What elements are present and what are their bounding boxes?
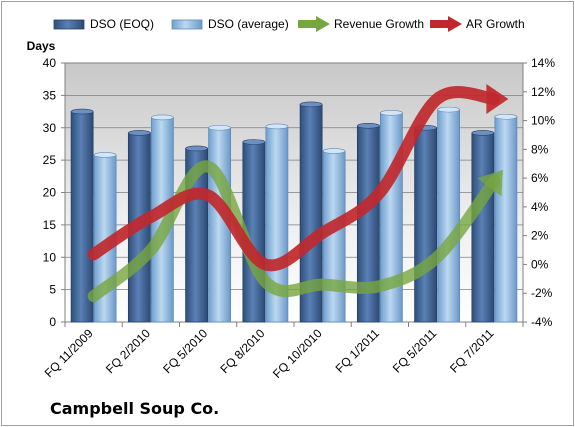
y2-tick-label: 6% (531, 171, 549, 185)
y-tick-label: 5 (49, 283, 56, 297)
bar-top-dso-eoq (471, 130, 495, 136)
y2-tick-label: 4% (531, 200, 549, 214)
y-axis-title: Days (27, 39, 56, 53)
bar-dso-eoq (471, 132, 495, 323)
x-tick-label: FQ 11/2009 (42, 326, 96, 380)
x-tick-label: FQ 8/2010 (218, 326, 268, 376)
arrowhead-ar-growth (486, 83, 509, 114)
bar-top-dso-average (437, 106, 460, 113)
bar-top-dso-eoq (242, 139, 266, 145)
bar-dso-eoq (70, 111, 94, 323)
bar-top-dso-eoq (185, 145, 208, 152)
y2-tick-label: 8% (531, 142, 549, 156)
bar-top-dso-average (208, 124, 231, 131)
bar-top-dso-average (93, 152, 117, 158)
bar-top-dso-average (151, 114, 174, 121)
bar-dso-average (437, 109, 461, 323)
y-tick-label: 35 (43, 88, 57, 102)
y-tick-label: 40 (43, 56, 57, 70)
x-tick-label: FQ 5/2011 (390, 326, 440, 376)
y-tick-label: 15 (43, 218, 57, 232)
company-label: Campbell Soup Co. (50, 399, 219, 418)
y2-tick-label: 12% (531, 85, 555, 99)
y-tick-label: 10 (43, 250, 57, 264)
y2-tick-label: -4% (531, 315, 553, 329)
bar-dso-average (494, 116, 518, 323)
bar-top-dso-eoq (299, 101, 323, 108)
x-tick-label: FQ 1/2011 (333, 326, 383, 376)
x-tick-label: FQ 10/2010 (270, 326, 325, 381)
x-tick-label: FQ 5/2010 (160, 326, 210, 376)
x-tick-label: FQ 2/2010 (103, 326, 153, 376)
bar-top-dso-eoq (70, 108, 94, 115)
y2-tick-label: 0% (531, 257, 549, 271)
y-tick-label: 30 (43, 121, 57, 135)
bar-top-dso-average (265, 123, 289, 130)
legend-label-dso-average: DSO (average) (208, 17, 289, 31)
bar-top-dso-average (494, 113, 518, 120)
legend-arrow-revenue-growth (316, 16, 330, 32)
bar-top-dso-average (380, 110, 403, 116)
line-revenue-growth (87, 160, 501, 303)
bar-top-dso-eoq (357, 123, 380, 129)
legend-label-revenue-growth: Revenue Growth (334, 17, 424, 31)
y2-tick-label: 10% (531, 114, 555, 128)
arrowhead-revenue-growth (477, 169, 503, 197)
legend-swatch-dso-eoq (53, 19, 85, 30)
y2-tick-label: 2% (531, 229, 549, 243)
bar-top-dso-average (322, 148, 346, 154)
y2-tick-label: -2% (531, 286, 553, 300)
y-tick-label: 25 (43, 153, 57, 167)
legend-swatch-dso-average (171, 19, 203, 30)
x-tick-label: FQ 7/2011 (447, 326, 497, 376)
legend-label-ar-growth: AR Growth (466, 17, 525, 31)
legend-label-dso-eoq: DSO (EOQ) (90, 17, 154, 31)
legend-arrow-ar-growth (448, 16, 462, 32)
y2-tick-label: 14% (531, 56, 555, 70)
y-tick-label: 0 (49, 315, 56, 329)
bar-top-dso-eoq (128, 130, 151, 136)
line-ar-growth (87, 86, 501, 272)
y-tick-label: 20 (43, 186, 57, 200)
bar-dso-eoq (414, 127, 438, 323)
